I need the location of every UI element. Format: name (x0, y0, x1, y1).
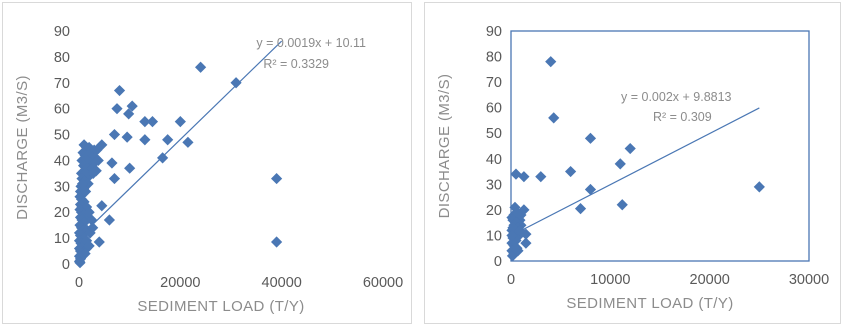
data-point (271, 172, 283, 185)
y-tick-label: 30 (54, 179, 70, 195)
data-point (753, 181, 765, 193)
trendline-equation: y = 0.002x + 9.8813 (621, 90, 732, 104)
data-point (182, 136, 194, 148)
x-axis-title: SEDIMENT LOAD (T/Y) (566, 295, 733, 312)
data-point (518, 171, 530, 183)
data-point (584, 132, 597, 144)
data-point (108, 172, 121, 185)
y-tick-label: 50 (486, 126, 502, 142)
data-point (614, 158, 626, 170)
data-point (271, 236, 283, 248)
data-point (79, 185, 92, 198)
scatter-chart-right: 0 10 20 30 40 50 60 70 80 90 0 10000 20000 30000 SEDIM… (436, 24, 829, 312)
data-point (84, 227, 96, 239)
data-point (93, 236, 105, 248)
data-point (83, 206, 95, 218)
y-tick-label: 40 (54, 153, 70, 169)
data-point (535, 171, 547, 183)
y-tick-label: 80 (486, 50, 502, 66)
data-point (509, 201, 521, 213)
trendline-r-squared: R² = 0.309 (653, 110, 712, 124)
scatter-chart-left: 0 10 20 30 40 50 60 70 80 90 0 20000 40000 60000 SEDIM… (14, 24, 403, 315)
data-point (108, 128, 121, 141)
data-point (106, 157, 118, 169)
data-point (111, 103, 123, 115)
y-tick-label: 90 (54, 24, 70, 40)
data-point (87, 222, 99, 234)
x-tick-label: 20000 (160, 275, 200, 291)
x-tick-label: 30000 (789, 272, 829, 288)
chart-panel-right: 0 10 20 30 40 50 60 70 80 90 0 10000 20000 30000 SEDIM… (424, 2, 841, 324)
trendline (78, 40, 283, 239)
data-point (96, 200, 108, 212)
y-tick-label: 50 (54, 128, 70, 144)
y-tick-label: 60 (486, 101, 502, 117)
y-tick-label: 80 (54, 50, 70, 66)
data-point (146, 116, 159, 128)
trendline (510, 107, 760, 237)
data-point (79, 248, 91, 260)
data-point (230, 77, 242, 89)
y-axis-title: DISCHARGE (M3/S) (14, 75, 31, 220)
data-point (83, 240, 95, 252)
data-point (92, 154, 104, 167)
data-point (548, 112, 560, 124)
data-point (124, 162, 136, 174)
y-tick-label: 90 (486, 24, 502, 40)
data-point (87, 167, 99, 179)
y-tick-label: 70 (54, 76, 70, 92)
trendline-equation: y = 0.0019x + 10.11 (256, 36, 366, 50)
y-axis-title: DISCHARGE (M3/S) (436, 74, 453, 219)
y-tick-label: 0 (494, 254, 502, 270)
data-point (545, 56, 557, 68)
trendline-r-squared: R² = 0.3329 (263, 57, 329, 71)
x-tick-label: 20000 (690, 272, 730, 288)
y-tick-label: 70 (486, 75, 502, 91)
y-tick-label: 10 (54, 231, 70, 247)
data-point (74, 257, 86, 269)
data-point (509, 242, 521, 254)
data-point (195, 61, 207, 73)
chart-panel-left: 0 10 20 30 40 50 60 70 80 90 0 20000 40000 60000 SEDIM… (2, 2, 412, 324)
data-point (514, 224, 526, 236)
data-point (121, 131, 133, 143)
y-tick-label: 20 (54, 205, 70, 221)
x-axis-title: SEDIMENT LOAD (T/Y) (137, 298, 304, 315)
data-point (78, 216, 90, 229)
y-tick-label: 40 (486, 152, 502, 168)
y-tick-label: 0 (62, 257, 70, 273)
data-point (103, 214, 115, 226)
data-point (139, 116, 151, 128)
data-point (162, 134, 174, 146)
data-point (123, 108, 135, 120)
plot-area-border (510, 30, 810, 262)
y-tick-label: 60 (54, 102, 70, 118)
data-point (616, 199, 628, 211)
x-tick-label: 10000 (590, 272, 630, 288)
data-point (574, 203, 587, 215)
data-point (174, 116, 186, 128)
data-point (584, 183, 597, 196)
x-tick-label: 0 (507, 272, 515, 288)
y-tick-label: 10 (486, 228, 502, 244)
x-tick-label: 40000 (262, 275, 302, 291)
x-tick-label: 0 (75, 275, 83, 291)
data-point (624, 142, 636, 155)
x-tick-label: 60000 (363, 275, 403, 291)
data-point (520, 237, 532, 249)
data-point (157, 152, 169, 164)
y-tick-label: 20 (486, 203, 502, 219)
y-tick-label: 30 (486, 177, 502, 193)
data-point (91, 144, 103, 156)
data-point (565, 165, 577, 178)
data-point (139, 134, 151, 146)
data-point (113, 84, 126, 97)
